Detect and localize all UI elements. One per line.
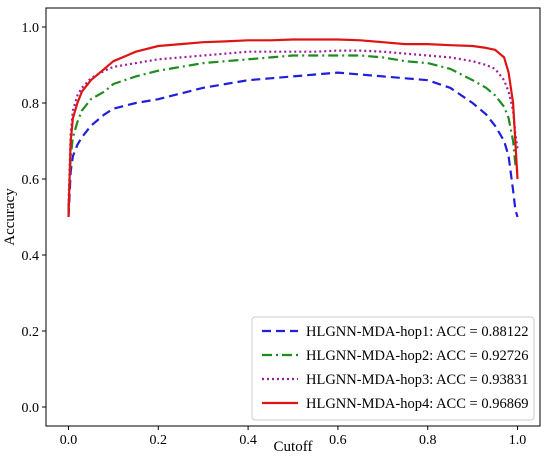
plot-frame xyxy=(45,7,541,427)
series-line-hop1 xyxy=(67,71,519,218)
series-line-hop2 xyxy=(67,54,519,210)
series-lines xyxy=(67,38,519,218)
legend-entry-hop1: HLGNN-MDA-hop1: ACC = 0.88122 xyxy=(306,324,528,340)
y-tick-label: 0.2 xyxy=(22,325,40,340)
series-line-hop4 xyxy=(67,38,519,218)
legend-entry-hop4: HLGNN-MDA-hop4: ACC = 0.96869 xyxy=(306,396,528,412)
x-tick-label: 0.2 xyxy=(150,433,168,448)
y-tick-label: 1.0 xyxy=(22,21,40,36)
x-tick-label: 1.0 xyxy=(509,433,527,448)
x-tick-label: 0.6 xyxy=(329,433,347,448)
legend-entry-hop3: HLGNN-MDA-hop3: ACC = 0.93831 xyxy=(306,372,528,388)
legend-entry-hop2: HLGNN-MDA-hop2: ACC = 0.92726 xyxy=(306,348,528,364)
y-tick-label: 0.0 xyxy=(22,401,40,416)
legend: HLGNN-MDA-hop1: ACC = 0.88122 HLGNN-MDA-h… xyxy=(251,316,535,421)
legend-box xyxy=(251,316,535,421)
x-tick-label: 0.0 xyxy=(60,433,78,448)
x-tick-label: 0.4 xyxy=(239,433,257,448)
x-axis: 0.0 0.2 0.4 0.6 0.8 1.0 xyxy=(60,426,527,448)
y-axis: 0.0 0.2 0.4 0.6 0.8 1.0 xyxy=(22,21,46,416)
y-tick-label: 0.6 xyxy=(22,173,40,188)
y-tick-label: 0.8 xyxy=(22,97,40,112)
x-tick-label: 0.8 xyxy=(419,433,437,448)
y-tick-label: 0.4 xyxy=(22,249,40,264)
x-axis-label: Cutoff xyxy=(274,439,313,455)
series-line-hop3 xyxy=(67,49,519,206)
y-axis-label: Accuracy xyxy=(2,188,18,246)
